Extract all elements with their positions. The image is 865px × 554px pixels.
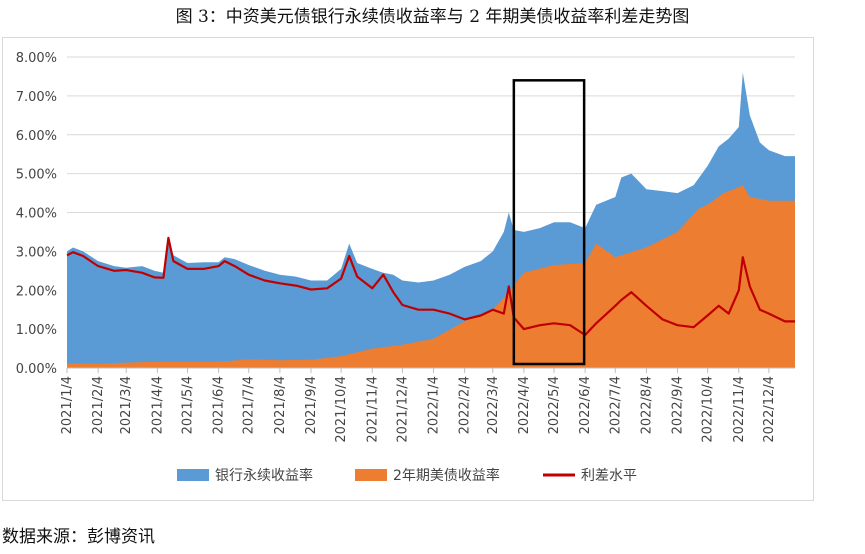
y-tick-label: 0.00% [16,362,57,377]
series-area-ust-2y [67,185,795,368]
y-tick-label: 6.00% [16,129,57,144]
legend-swatch [355,469,387,481]
x-tick-label: 2021/2/4 [91,376,106,434]
y-tick-label: 3.00% [16,245,57,260]
x-tick-label: 2021/6/4 [212,376,227,434]
chart-frame [2,37,814,501]
x-tick-label: 2021/10/4 [334,376,349,443]
x-tick-label: 2021/4/4 [150,376,165,434]
y-tick-label: 7.00% [16,90,57,105]
series-line-spread [66,236,795,337]
x-tick-label: 2021/1/4 [60,376,75,434]
highlight-box [512,79,586,366]
y-tick-label: 1.00% [16,323,57,338]
x-tick-label: 2022/1/4 [427,376,442,434]
x-tick-label: 2021/5/4 [180,376,195,434]
x-tick-label: 2021/12/4 [395,376,410,443]
x-tick-label: 2022/6/4 [578,376,593,434]
source-note: 数据来源：彭博资讯 [2,527,155,547]
x-tick-label: 2022/3/4 [486,376,501,434]
x-tick-label: 2022/5/4 [547,376,562,434]
x-tick-label: 2021/9/4 [304,376,319,434]
y-tick-label: 4.00% [16,207,57,222]
x-tick-label: 2021/7/4 [242,376,257,434]
legend-label: 银行永续收益率 [215,467,313,484]
x-tick-label: 2022/4/4 [517,376,532,434]
legend-label: 2年期美债收益率 [393,467,500,484]
legend-swatch [177,469,209,481]
x-tick-label: 2022/8/4 [639,376,654,434]
legend-label: 利差水平 [581,468,637,484]
x-tick-label: 2021/11/4 [365,376,380,443]
x-tick-label: 2022/9/4 [671,376,686,434]
y-tick-label: 2.00% [16,284,57,299]
x-tick-label: 2022/7/4 [608,376,623,434]
x-tick-label: 2021/8/4 [273,376,288,434]
y-tick-label: 8.00% [16,51,57,66]
x-tick-label: 2021/3/4 [119,376,134,434]
x-tick-label: 2022/2/4 [458,376,473,434]
y-tick-label: 5.00% [16,168,57,183]
x-tick-label: 2022/10/4 [701,376,716,443]
chart-title: 图 3：中资美元债银行永续债收益率与 2 年期美债收益率利差走势图 [175,7,690,27]
x-tick-label: 2022/12/4 [762,376,777,443]
x-tick-label: 2022/11/4 [732,376,747,443]
